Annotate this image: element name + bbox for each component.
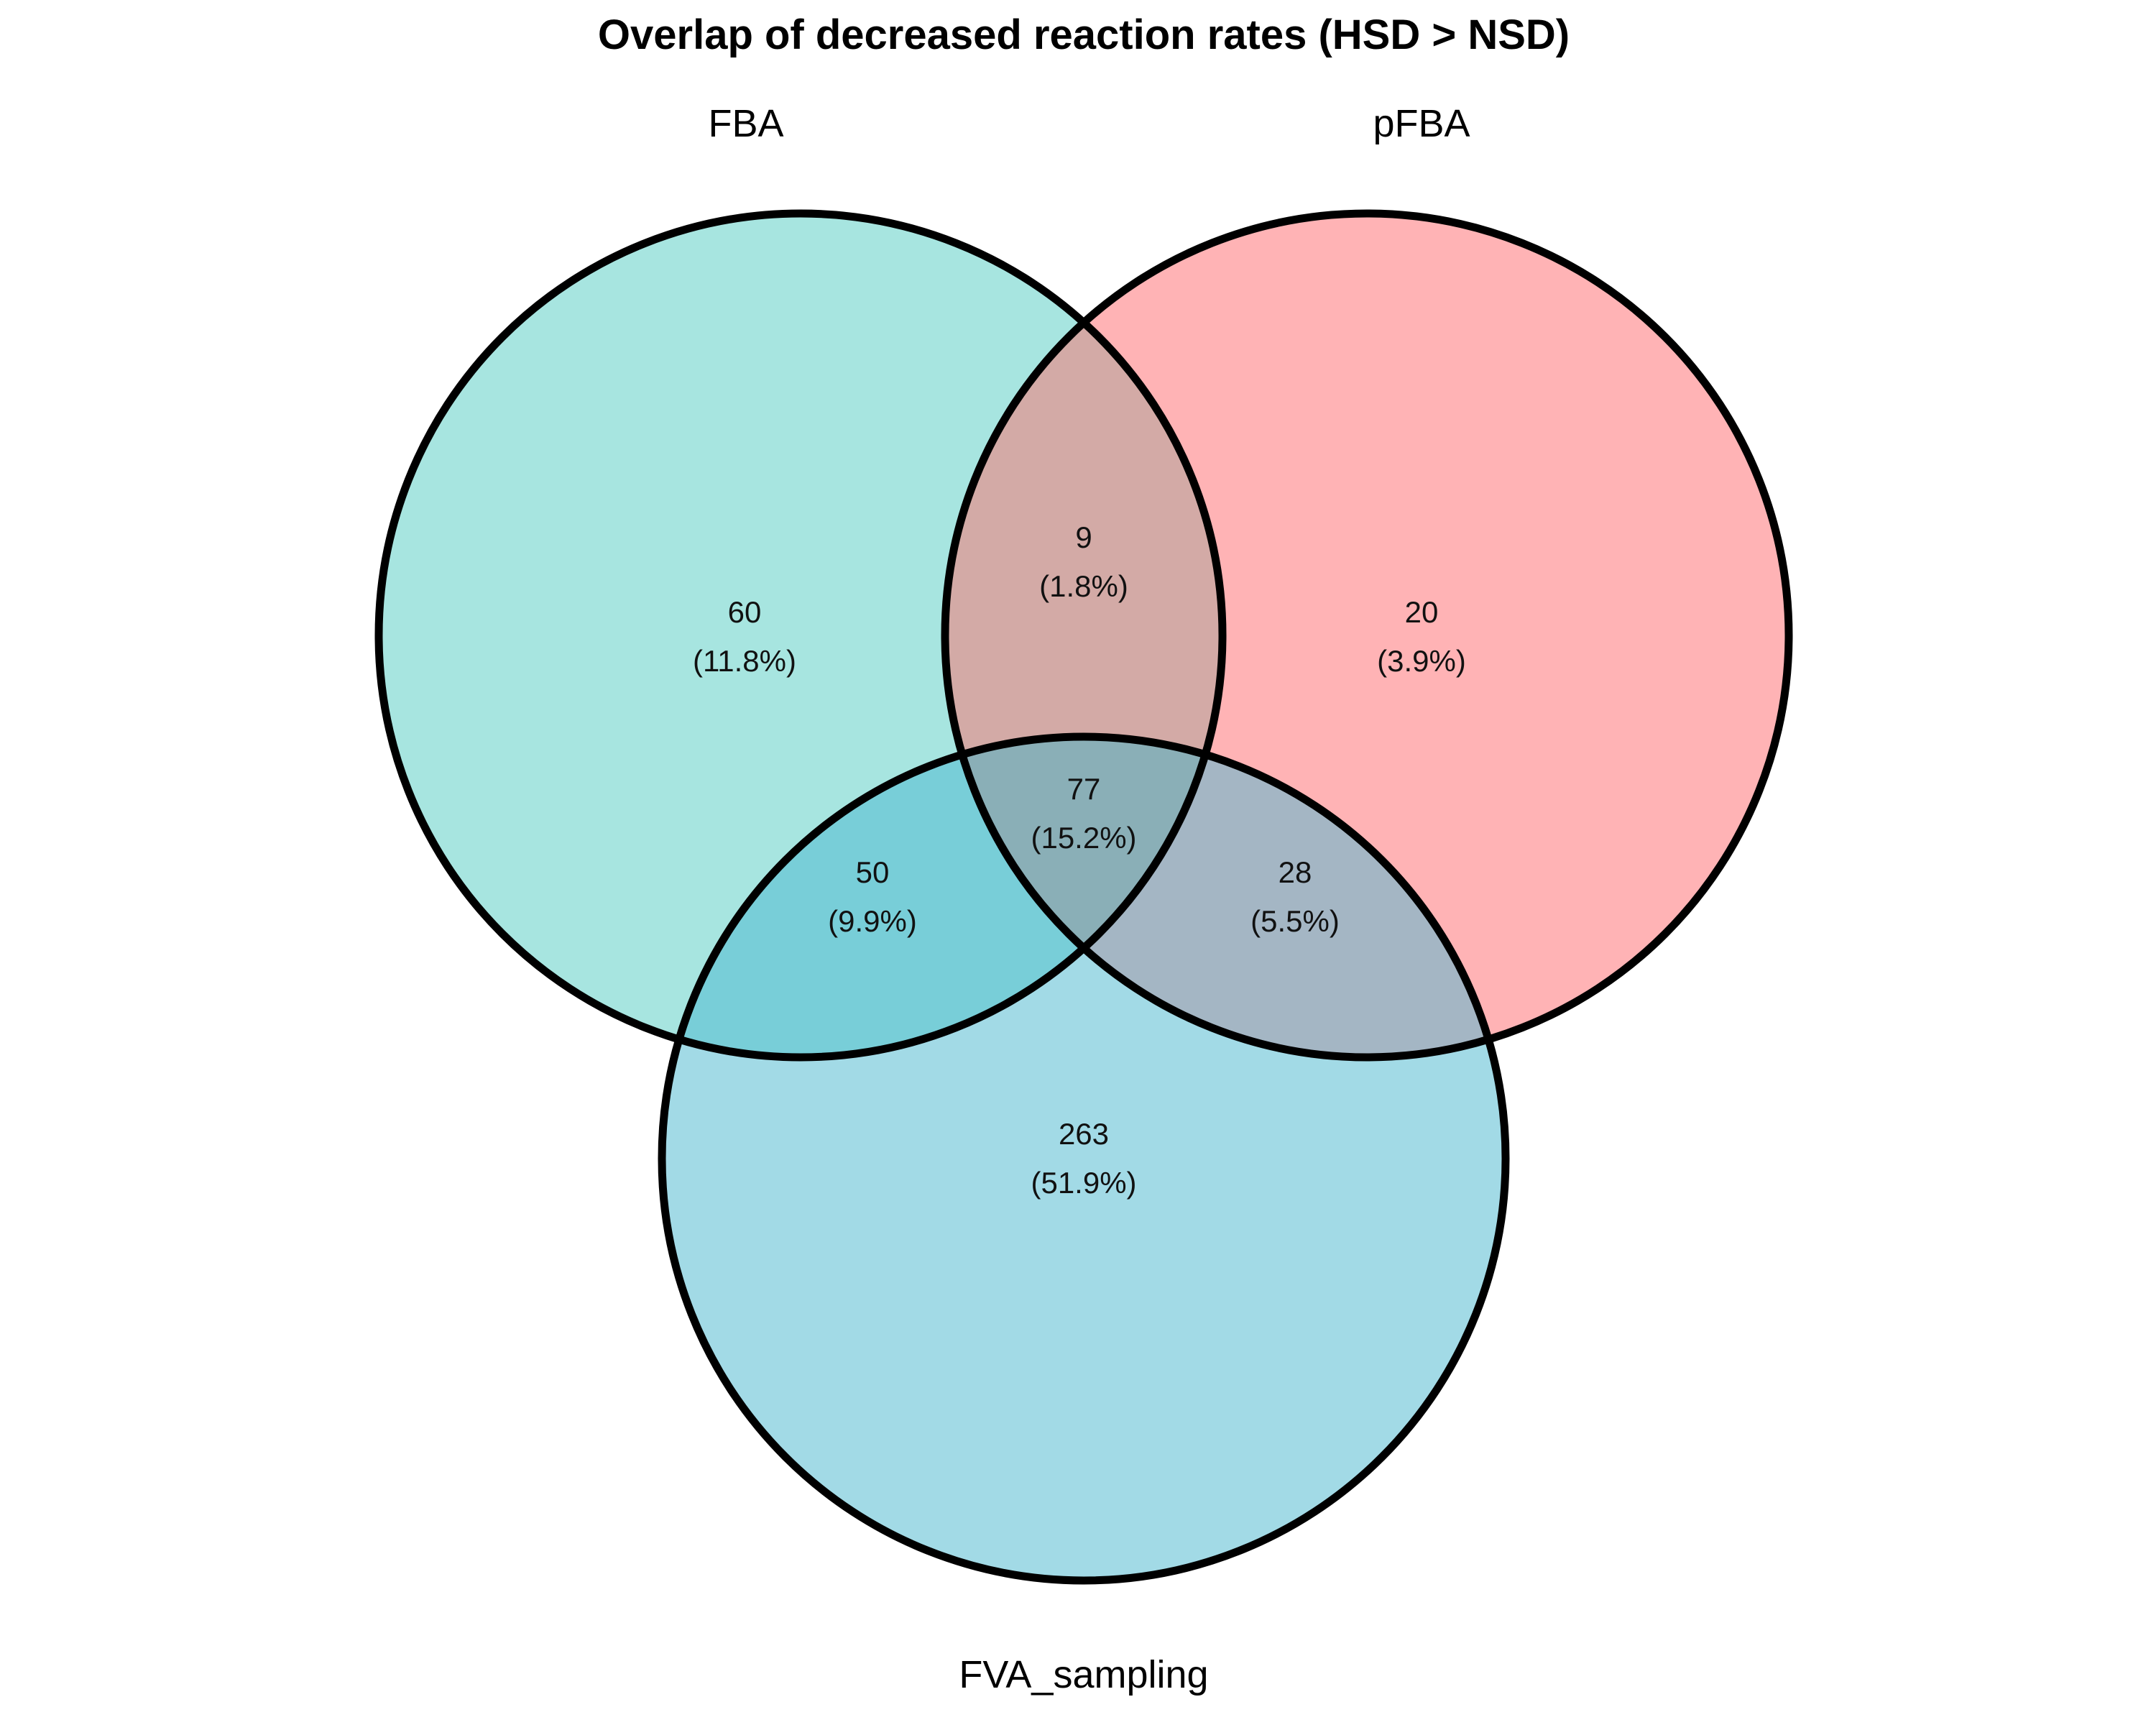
set-label-fba: FBA — [708, 102, 783, 145]
region-pfba-only-percent: (3.9%) — [1377, 644, 1466, 678]
region-pfba-only-count: 20 — [1405, 595, 1439, 629]
set-fba-outline — [374, 209, 1227, 1062]
region-pfba-fva-count: 28 — [1279, 855, 1312, 889]
region-pfba-fva-percent: (5.5%) — [1250, 904, 1340, 938]
set-label-fva-sampling: FVA_sampling — [959, 1653, 1208, 1696]
set-label-pfba: pFBA — [1373, 102, 1470, 145]
region-fba-only-percent: (11.8%) — [693, 644, 796, 678]
region-fba-only-count: 60 — [728, 595, 762, 629]
region-all-three-percent: (15.2%) — [1031, 821, 1136, 855]
region-fba-pfba-count: 9 — [1075, 520, 1092, 554]
diagram-title: Overlap of decreased reaction rates (HSD… — [598, 12, 1570, 58]
region-all-three-count: 77 — [1067, 772, 1101, 806]
region-fba-fva-percent: (9.9%) — [828, 904, 917, 938]
region-fba-fva-count: 50 — [856, 855, 890, 889]
overlap-pfba-fva-fill — [945, 737, 1506, 1057]
region-fba-pfba-percent: (1.8%) — [1039, 569, 1128, 603]
set-pfba-outline — [941, 209, 1793, 1062]
set-fva-sampling-outline — [658, 732, 1510, 1585]
overlap-fba-fva-fill — [662, 737, 1222, 1057]
region-fva-only-percent: (51.9%) — [1031, 1166, 1136, 1200]
region-fva-only-count: 263 — [1059, 1117, 1109, 1151]
